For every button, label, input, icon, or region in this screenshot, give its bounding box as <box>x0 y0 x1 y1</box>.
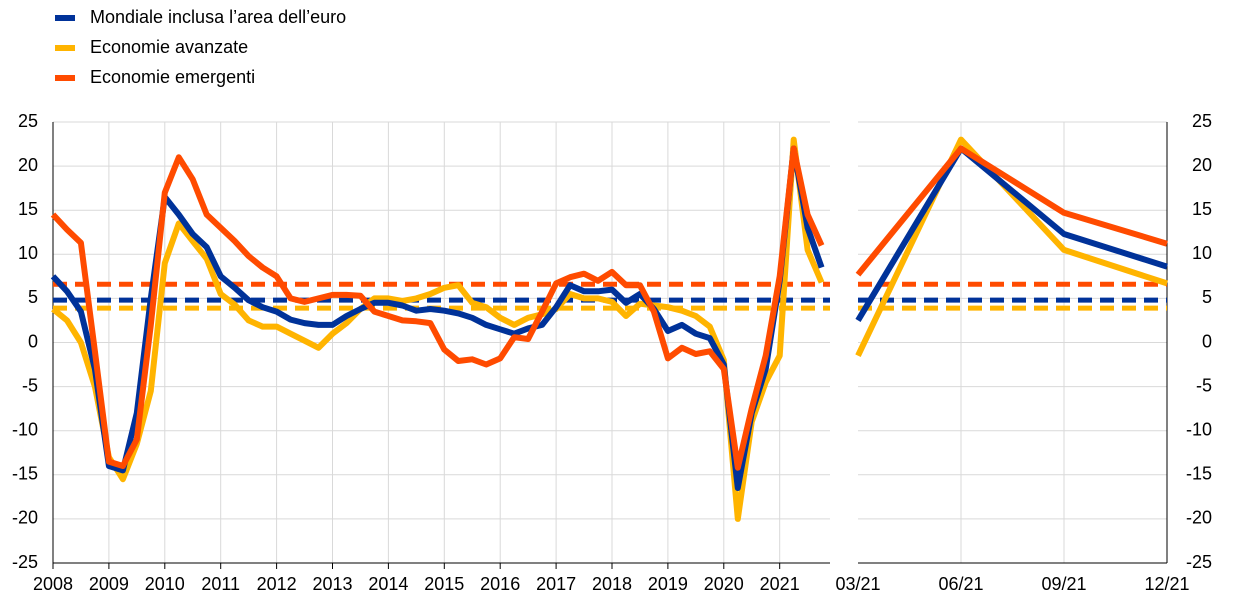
x-tick-label: 03/21 <box>835 574 880 594</box>
y-tick-label: 10 <box>1192 243 1212 263</box>
y-tick-label: 10 <box>18 243 38 263</box>
x-tick-label: 2016 <box>480 574 520 594</box>
series-line <box>855 145 1168 277</box>
x-tick-label: 2010 <box>145 574 185 594</box>
series-line <box>855 145 1168 322</box>
y-tick-label: -25 <box>1186 552 1212 572</box>
y-tick-label: -15 <box>1186 464 1212 484</box>
y-tick-label: 15 <box>18 199 38 219</box>
x-tick-label: 2017 <box>536 574 576 594</box>
legend-label: Mondiale inclusa l’area dell’euro <box>90 7 346 27</box>
y-tick-label: -20 <box>12 508 38 528</box>
y-tick-label: 5 <box>1202 287 1212 307</box>
y-tick-label: 15 <box>1192 199 1212 219</box>
x-tick-label: 2014 <box>368 574 408 594</box>
y-tick-label: 20 <box>1192 155 1212 175</box>
y-tick-label: 25 <box>1192 111 1212 131</box>
x-tick-label: 2015 <box>424 574 464 594</box>
y-tick-label: 5 <box>28 287 38 307</box>
y-tick-label: -5 <box>1196 375 1212 395</box>
y-tick-label: -15 <box>12 464 38 484</box>
y-tick-label: -5 <box>22 375 38 395</box>
series-line <box>50 145 825 471</box>
y-tick-label: -25 <box>12 552 38 572</box>
x-tick-label: 2018 <box>592 574 632 594</box>
x-tick-label: 06/21 <box>938 574 983 594</box>
series-line <box>50 145 825 491</box>
x-tick-label: 12/21 <box>1144 574 1189 594</box>
y-tick-label: -10 <box>12 419 38 439</box>
x-tick-label: 2013 <box>312 574 352 594</box>
x-tick-label: 2020 <box>704 574 744 594</box>
y-tick-label: 0 <box>1202 331 1212 351</box>
x-tick-label: 2012 <box>257 574 297 594</box>
x-tick-label: 2021 <box>760 574 800 594</box>
legend-label: Economie avanzate <box>90 37 248 57</box>
y-tick-label: -10 <box>1186 419 1212 439</box>
x-tick-label: 2009 <box>89 574 129 594</box>
legend-label: Economie emergenti <box>90 67 255 87</box>
series-line <box>51 136 825 522</box>
x-tick-label: 09/21 <box>1041 574 1086 594</box>
y-tick-label: 20 <box>18 155 38 175</box>
x-tick-label: 2011 <box>201 574 240 594</box>
y-tick-label: 0 <box>28 331 38 351</box>
y-tick-label: 25 <box>18 111 38 131</box>
x-tick-label: 2019 <box>648 574 688 594</box>
x-tick-label: 2008 <box>33 574 73 594</box>
y-tick-label: -20 <box>1186 508 1212 528</box>
